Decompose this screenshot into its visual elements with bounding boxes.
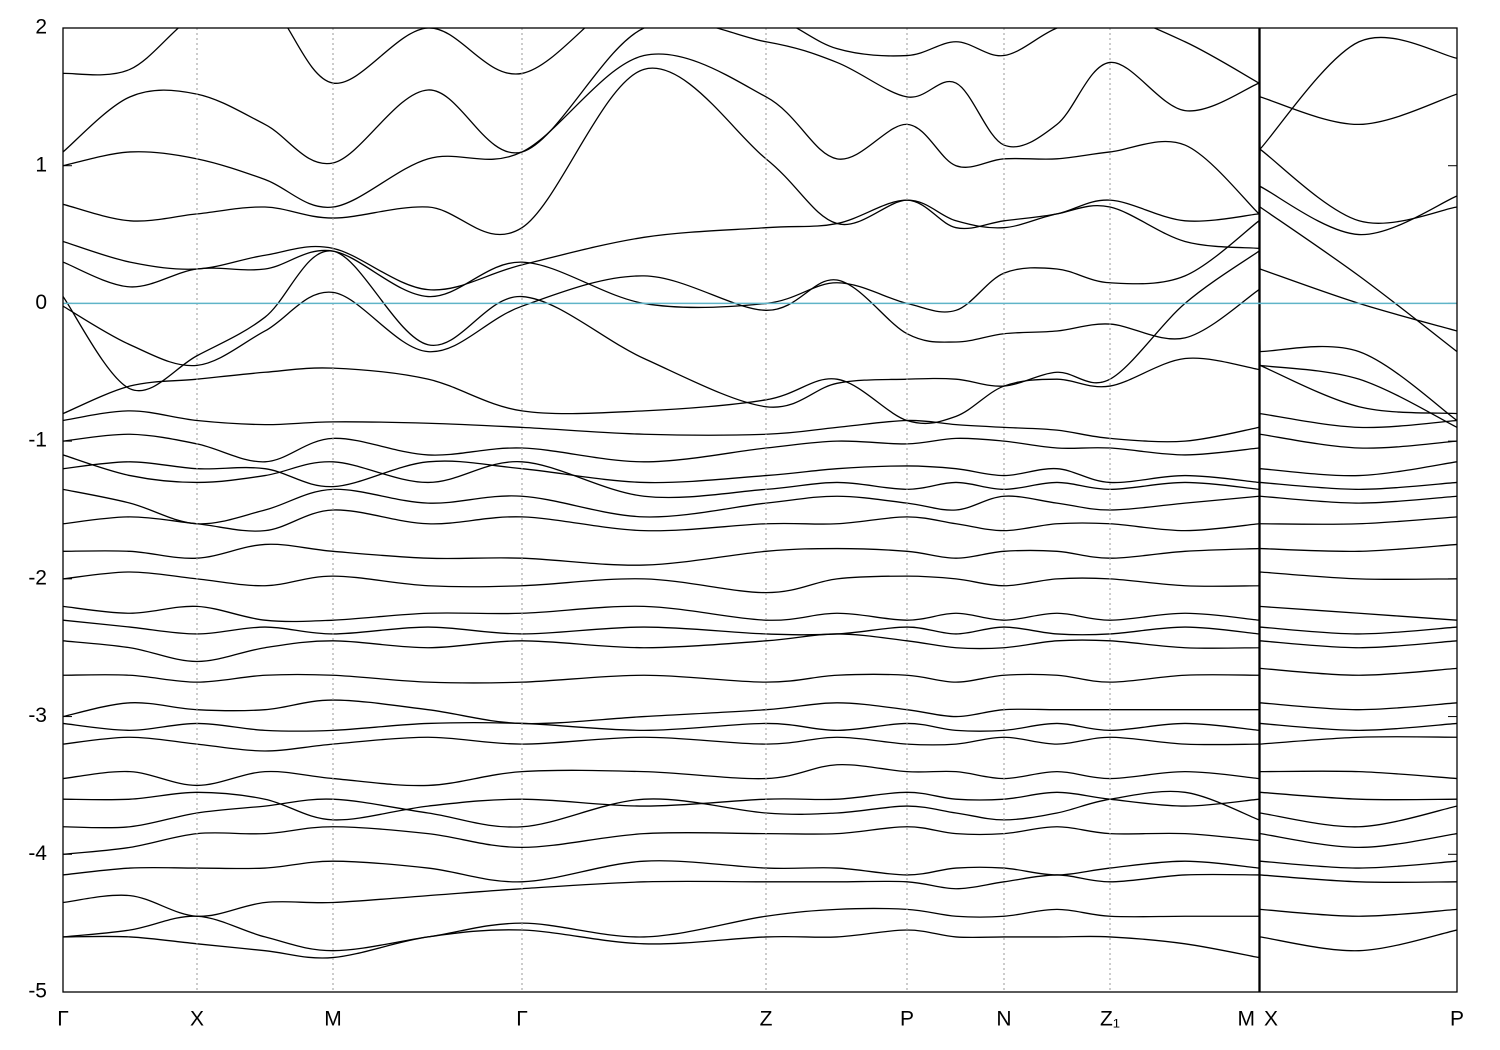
- y-tick-label: -1: [28, 429, 47, 452]
- band-line: [63, 667, 1457, 684]
- band-line: [63, 509, 1457, 532]
- band-line: [63, 619, 1457, 636]
- band-line: [63, 790, 1457, 829]
- band-line: [63, 460, 1457, 488]
- band-line: [63, 929, 1457, 959]
- band-line: [63, 633, 1457, 663]
- band-line: [63, 28, 1457, 151]
- band-line: [63, 543, 1457, 566]
- y-tick-label: 0: [35, 291, 47, 314]
- plot-area: [63, 28, 1457, 959]
- band-line: [63, 791, 1457, 821]
- y-tick-label: -2: [28, 566, 47, 589]
- y-tick-label: -5: [28, 980, 47, 1003]
- band-line: [63, 199, 1457, 353]
- x-tick-label: Z₁: [1100, 1008, 1120, 1031]
- band-line: [63, 721, 1457, 732]
- band-line: [63, 571, 1457, 594]
- band-line: [63, 249, 1457, 422]
- y-tick-label: -3: [28, 704, 47, 727]
- x-tick-label: Γ: [516, 1008, 528, 1031]
- band-line: [63, 873, 1457, 917]
- band-line: [63, 907, 1457, 952]
- band-line: [63, 826, 1457, 855]
- band-line: [63, 410, 1457, 443]
- x-tick-label: X: [190, 1008, 204, 1031]
- x-tick-label: N: [996, 1008, 1011, 1031]
- x-tick-label: M: [1238, 1008, 1256, 1031]
- band-line: [63, 454, 1457, 499]
- band-line: [63, 736, 1457, 752]
- band-line: [63, 488, 1457, 525]
- band-line: [63, 219, 1457, 332]
- band-line: [63, 275, 1457, 428]
- band-line: [63, 605, 1457, 623]
- band-line: [63, 67, 1457, 250]
- y-tick-label: 1: [35, 153, 47, 176]
- band-line: [63, 699, 1457, 725]
- x-tick-label: M: [324, 1008, 342, 1031]
- band-line: [63, 433, 1457, 463]
- band-line: [63, 28, 1457, 165]
- band-line: [63, 53, 1457, 224]
- band-line: [63, 860, 1457, 883]
- plot-frame: [62, 27, 1458, 993]
- y-tick-label: -4: [28, 842, 47, 865]
- band-line: [63, 764, 1457, 787]
- x-tick-label: Γ: [57, 1008, 69, 1031]
- x-tick-label: P: [1450, 1008, 1464, 1031]
- band-line: [63, 357, 1457, 425]
- y-tick-label: 2: [35, 16, 47, 39]
- x-tick-label: P: [900, 1008, 914, 1031]
- x-tick-label: Z: [760, 1008, 773, 1031]
- x-tick-label: X: [1264, 1008, 1278, 1031]
